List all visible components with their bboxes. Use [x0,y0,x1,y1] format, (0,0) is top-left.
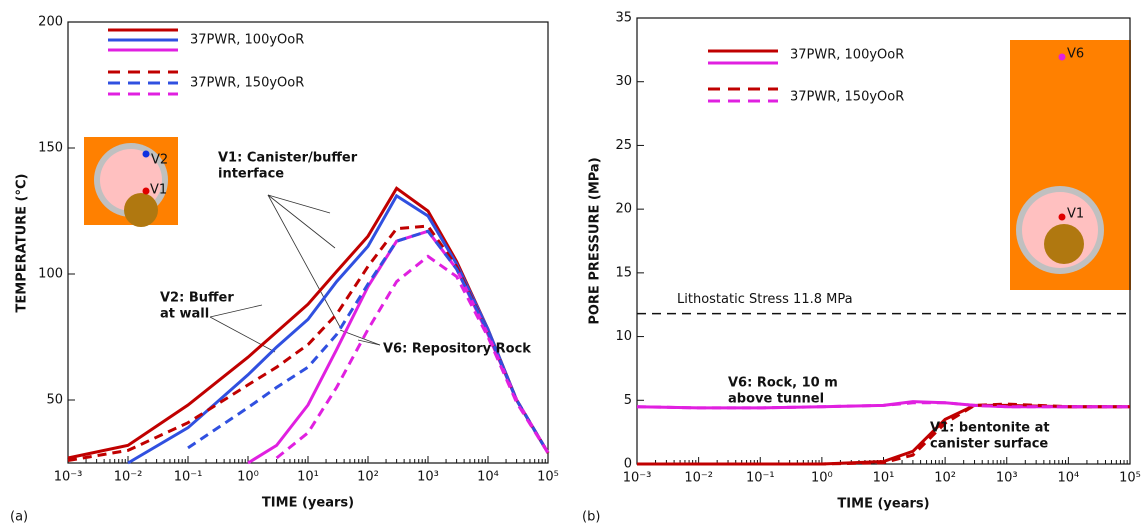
x-tick-label: 10³ [996,471,1018,486]
leader-lines [209,194,381,353]
inset-label: V6 [1067,47,1084,62]
y-tick-label: 30 [615,74,632,89]
y-tick-label: 50 [46,393,63,408]
y-tick-label: 25 [615,138,632,153]
y-tick-label: 150 [38,141,63,156]
inset-diagram [1010,40,1131,290]
x-tick-label: 10² [934,471,956,486]
annotation: V1: Canister/buffer [218,151,358,166]
series-line [187,229,550,454]
y-tick-label: 10 [615,329,632,344]
x-tick-label: 10⁻¹ [746,471,775,486]
series-line [67,186,550,460]
annotation: V2: Buffer [160,291,234,306]
y-tick-label: 20 [615,202,632,217]
x-axis-label: TIME (years) [262,496,354,511]
series-line [275,254,550,460]
inset-label: V2 [151,153,168,168]
legend-label: 37PWR, 150yOoR [790,90,904,105]
legend-label: 37PWR, 100yOoR [190,33,304,48]
plot-frame [67,21,549,464]
y-tick-label: 0 [624,457,632,472]
x-tick-label: 10² [357,470,379,485]
reference-label: Lithostatic Stress 11.8 MPa [677,292,853,307]
x-tick-label: 10⁰ [237,470,259,485]
x-tick-label: 10⁻³ [623,471,652,486]
panel-label: (a) [10,510,28,525]
annotation: canister surface [930,437,1048,452]
x-tick-label: 10⁴ [1057,471,1079,486]
series-line [637,403,1130,466]
y-tick-label: 200 [38,15,63,30]
y-tick-label: 35 [615,11,632,26]
y-tick-label: 5 [624,393,632,408]
x-tick-label: 10⁵ [537,470,559,485]
x-tick-label: 10⁻³ [54,470,83,485]
annotation: V6: Rock, 10 m [728,376,838,391]
x-tick-label: 10¹ [297,470,319,485]
x-tick-label: 10⁴ [477,470,499,485]
inset-label: V1 [150,183,167,198]
x-tick-label: 10⁵ [1119,471,1141,486]
inset-label: V1 [1067,207,1084,222]
legend-label: 37PWR, 150yOoR [190,76,304,91]
annotation: V1: bentonite at [930,421,1050,436]
x-tick-label: 10⁻² [114,470,143,485]
legend-label: 37PWR, 100yOoR [790,48,904,63]
x-axis-label: TIME (years) [837,497,929,512]
inset-diagram [84,137,178,227]
x-tick-label: 10⁰ [811,471,833,486]
annotation: interface [218,167,284,182]
y-axis-label: TEMPERATURE (°C) [15,174,30,313]
panel-label: (b) [582,510,600,525]
series-line [637,402,1130,466]
series-line [636,401,1130,410]
x-tick-label: 10¹ [873,471,895,486]
y-axis-label: PORE PRESSURE (MPa) [588,157,603,324]
y-tick-label: 15 [615,265,632,280]
annotation: V6: Repository Rock [383,342,531,357]
y-tick-label: 100 [38,267,63,282]
annotation: above tunnel [728,392,824,407]
x-tick-label: 10⁻² [684,471,713,486]
annotation: at wall [160,307,209,322]
x-tick-label: 10³ [417,470,439,485]
x-tick-label: 10⁻¹ [174,470,203,485]
series-line [127,193,550,465]
